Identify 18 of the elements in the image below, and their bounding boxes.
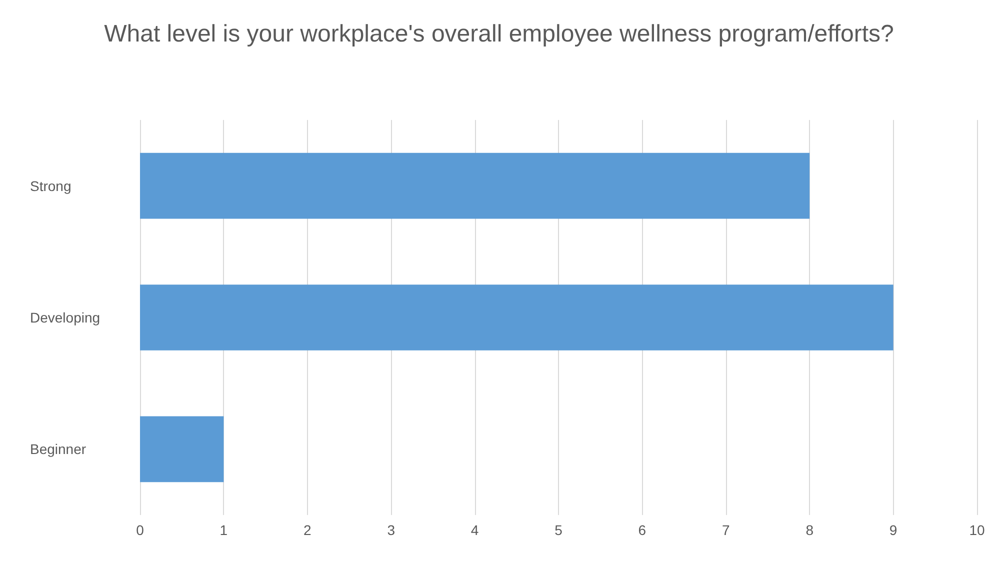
x-tick-label: 6 [638, 522, 646, 538]
x-tick-label: 0 [136, 522, 144, 538]
y-tick-label: Developing [30, 310, 100, 326]
x-tick-label: 2 [304, 522, 312, 538]
x-tick-label: 10 [969, 522, 985, 538]
x-tick-label: 9 [889, 522, 898, 538]
bar [140, 284, 894, 350]
x-tick-label: 3 [387, 522, 396, 538]
bar [140, 152, 810, 219]
chart-title: What level is your workplace's overall employee wellness program/efforts? [104, 20, 894, 48]
x-tick-label: 1 [220, 522, 228, 538]
x-tick-label: 8 [806, 522, 814, 538]
x-tick-label: 4 [470, 522, 479, 538]
bar [140, 416, 224, 482]
x-tick-label: 7 [722, 522, 730, 538]
y-tick-label: Beginner [30, 441, 86, 458]
y-tick-label: Strong [30, 178, 72, 194]
x-tick-label: 5 [554, 522, 563, 538]
